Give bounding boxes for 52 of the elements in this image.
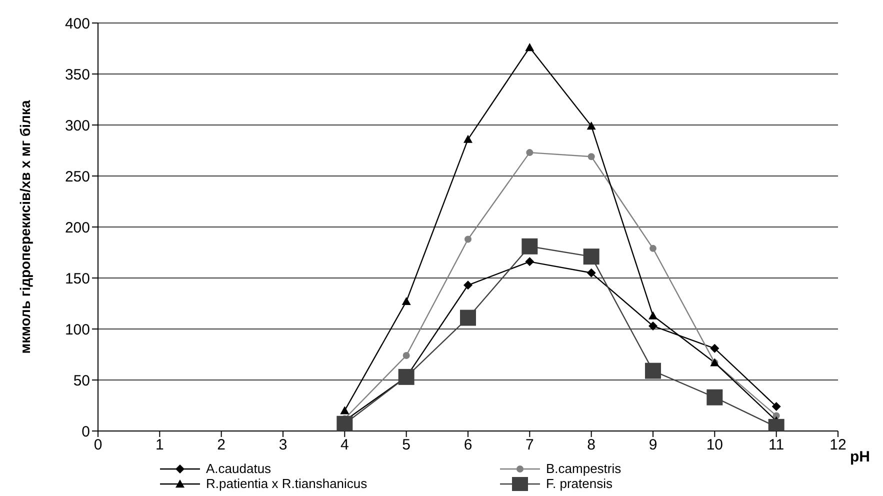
x-tick-label: 11 — [768, 436, 784, 454]
x-tick-label: 1 — [155, 436, 164, 454]
point — [586, 268, 596, 278]
point — [710, 344, 720, 353]
x-tick-label: 5 — [402, 436, 411, 454]
legend-label: F. pratensis — [546, 476, 612, 491]
x-tick-label: 4 — [340, 436, 349, 454]
y-tick-label: 100 — [64, 321, 90, 338]
point — [586, 122, 596, 130]
point — [583, 248, 600, 265]
x-tick-label: 9 — [648, 436, 658, 454]
point — [398, 368, 414, 385]
point — [464, 134, 472, 143]
y-axis-title: мкмоль гідроперекисів/хв х мг білка — [16, 100, 33, 354]
y-tick-label: 0 — [82, 423, 90, 440]
point — [402, 296, 411, 306]
y-tick-label: 150 — [64, 270, 90, 288]
y-tick-label: 350 — [64, 66, 90, 84]
x-tick-label: 3 — [278, 436, 288, 454]
point — [464, 236, 472, 243]
x-tick-label: 6 — [464, 436, 472, 454]
x-tick-label: 0 — [94, 436, 102, 454]
point — [648, 311, 658, 320]
point — [402, 352, 410, 360]
x-tick-label: 8 — [587, 436, 596, 454]
y-tick-label: 400 — [64, 15, 90, 32]
x-tick-label: 12 — [830, 436, 846, 454]
point — [464, 280, 472, 290]
y-tick-label: 250 — [64, 168, 90, 186]
legend-label: R.patientia x R.tianshanicus — [206, 476, 368, 491]
legend-label: B.campestris — [546, 461, 622, 476]
legend-label: A.caudatus — [206, 461, 272, 476]
y-tick-label: 50 — [73, 372, 90, 390]
point — [336, 416, 353, 431]
point — [706, 389, 723, 406]
x-axis-title: pH — [850, 448, 870, 466]
point — [648, 321, 658, 330]
point — [525, 257, 534, 266]
point — [526, 149, 534, 156]
y-tick-label: 200 — [64, 219, 90, 236]
point — [588, 153, 595, 160]
point — [340, 406, 350, 414]
point — [460, 310, 476, 326]
x-tick-label: 2 — [217, 436, 226, 454]
point — [525, 42, 534, 52]
y-tick-label: 300 — [64, 117, 90, 134]
point — [772, 402, 781, 412]
point — [522, 238, 538, 254]
point — [650, 244, 656, 252]
point — [645, 362, 661, 379]
x-tick-label: 10 — [706, 436, 724, 454]
x-tick-label: 7 — [525, 436, 534, 454]
